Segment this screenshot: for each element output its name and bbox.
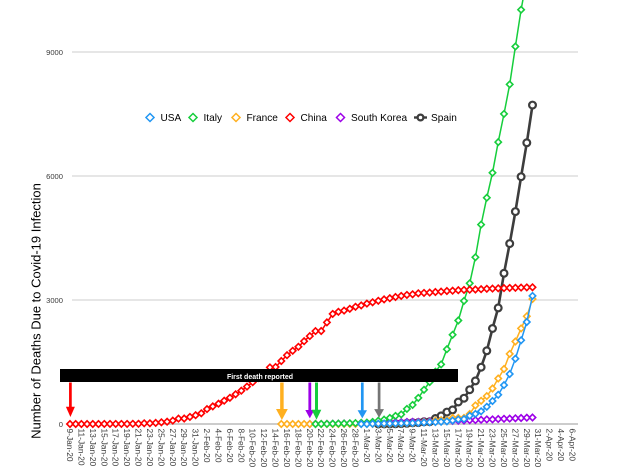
svg-text:19-Mar-20: 19-Mar-20 bbox=[465, 429, 475, 468]
svg-text:12-Feb-20: 12-Feb-20 bbox=[259, 429, 269, 468]
svg-text:14-Feb-20: 14-Feb-20 bbox=[271, 429, 281, 468]
svg-text:31-Jan-20: 31-Jan-20 bbox=[191, 429, 201, 467]
svg-text:7-Mar-20: 7-Mar-20 bbox=[396, 429, 406, 463]
svg-text:11-Mar-20: 11-Mar-20 bbox=[419, 429, 429, 467]
svg-text:4-Feb-20: 4-Feb-20 bbox=[214, 429, 224, 463]
svg-text:11-Jan-20: 11-Jan-20 bbox=[76, 429, 86, 466]
svg-text:First death reported: First death reported bbox=[227, 374, 293, 381]
svg-text:23-Mar-20: 23-Mar-20 bbox=[488, 429, 498, 468]
svg-text:28-Feb-20: 28-Feb-20 bbox=[351, 429, 361, 468]
svg-text:South Korea: South Korea bbox=[351, 113, 408, 124]
svg-text:25-Jan-20: 25-Jan-20 bbox=[156, 429, 166, 467]
svg-text:Number of Deaths Due to Covid-: Number of Deaths Due to Covid-19 Infecti… bbox=[29, 183, 44, 439]
svg-text:4-Apr-20: 4-Apr-20 bbox=[556, 429, 566, 462]
svg-text:USA: USA bbox=[161, 113, 182, 124]
svg-text:31-Mar-20: 31-Mar-20 bbox=[533, 429, 543, 468]
svg-text:26-Feb-20: 26-Feb-20 bbox=[339, 429, 349, 468]
svg-text:25-Mar-20: 25-Mar-20 bbox=[499, 429, 509, 468]
svg-text:20-Feb-20: 20-Feb-20 bbox=[305, 429, 315, 468]
svg-text:19-Jan-20: 19-Jan-20 bbox=[122, 429, 132, 467]
svg-text:0: 0 bbox=[59, 420, 63, 429]
svg-text:2-Feb-20: 2-Feb-20 bbox=[202, 429, 212, 463]
svg-text:23-Jan-20: 23-Jan-20 bbox=[145, 429, 155, 467]
svg-text:Spain: Spain bbox=[431, 113, 457, 124]
svg-text:6-Feb-20: 6-Feb-20 bbox=[225, 429, 235, 463]
svg-text:18-Feb-20: 18-Feb-20 bbox=[293, 429, 303, 468]
svg-text:21-Jan-20: 21-Jan-20 bbox=[134, 429, 144, 467]
svg-text:13-Mar-20: 13-Mar-20 bbox=[430, 429, 440, 468]
svg-text:24-Feb-20: 24-Feb-20 bbox=[328, 429, 338, 468]
svg-text:Italy: Italy bbox=[204, 113, 223, 124]
svg-text:15-Jan-20: 15-Jan-20 bbox=[99, 429, 109, 467]
svg-text:2-Apr-20: 2-Apr-20 bbox=[545, 429, 555, 462]
svg-text:China: China bbox=[301, 113, 328, 124]
svg-text:5-Mar-20: 5-Mar-20 bbox=[385, 429, 395, 463]
svg-text:France: France bbox=[247, 113, 279, 124]
svg-text:9-Jan-20: 9-Jan-20 bbox=[65, 429, 75, 462]
svg-text:27-Jan-20: 27-Jan-20 bbox=[168, 429, 178, 467]
svg-text:10-Feb-20: 10-Feb-20 bbox=[248, 429, 258, 468]
svg-text:17-Mar-20: 17-Mar-20 bbox=[453, 429, 463, 468]
svg-text:15-Mar-20: 15-Mar-20 bbox=[442, 429, 452, 468]
svg-text:16-Feb-20: 16-Feb-20 bbox=[282, 429, 292, 468]
svg-text:9-Mar-20: 9-Mar-20 bbox=[408, 429, 418, 463]
svg-text:6000: 6000 bbox=[46, 172, 63, 181]
svg-text:21-Mar-20: 21-Mar-20 bbox=[476, 429, 486, 468]
svg-text:6-Apr-20: 6-Apr-20 bbox=[568, 429, 578, 462]
svg-text:29-Jan-20: 29-Jan-20 bbox=[179, 429, 189, 467]
svg-text:3-Mar-20: 3-Mar-20 bbox=[373, 429, 383, 463]
svg-text:27-Mar-20: 27-Mar-20 bbox=[510, 429, 520, 468]
svg-text:9000: 9000 bbox=[46, 48, 63, 57]
svg-text:17-Jan-20: 17-Jan-20 bbox=[111, 429, 121, 467]
svg-text:29-Mar-20: 29-Mar-20 bbox=[522, 429, 532, 468]
svg-text:1-Mar-20: 1-Mar-20 bbox=[362, 429, 372, 463]
svg-text:3000: 3000 bbox=[46, 296, 63, 305]
svg-text:8-Feb-20: 8-Feb-20 bbox=[236, 429, 246, 463]
svg-text:22-Feb-20: 22-Feb-20 bbox=[316, 429, 326, 468]
svg-text:13-Jan-20: 13-Jan-20 bbox=[88, 429, 98, 467]
